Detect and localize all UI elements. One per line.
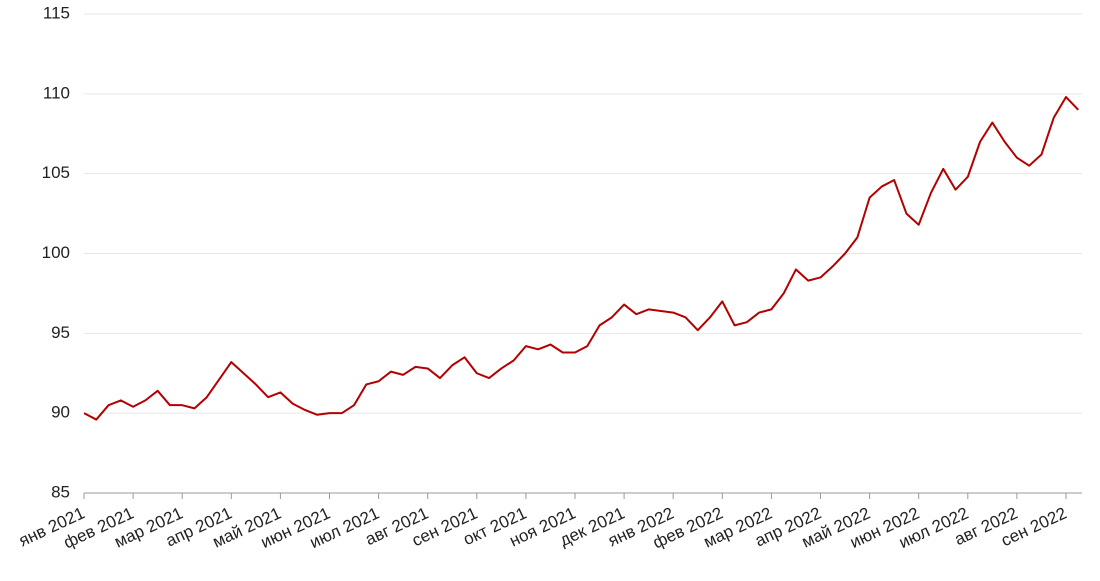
y-tick-label: 90 bbox=[51, 403, 70, 422]
y-tick-label: 115 bbox=[43, 3, 70, 22]
y-tick-label: 85 bbox=[51, 482, 70, 501]
y-tick-label: 100 bbox=[42, 243, 70, 262]
y-tick-label: 95 bbox=[51, 323, 70, 342]
y-tick-label: 110 bbox=[43, 83, 70, 102]
line bbox=[83, 96, 1080, 421]
y-tick-label: 105 bbox=[42, 163, 70, 182]
